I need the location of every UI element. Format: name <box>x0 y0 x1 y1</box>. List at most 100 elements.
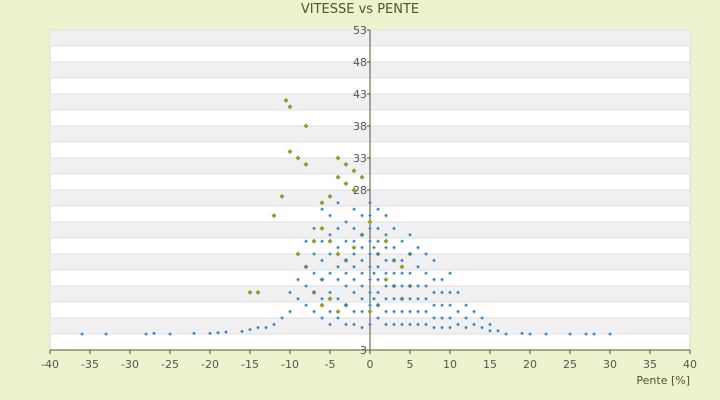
data-point-primary <box>608 332 612 336</box>
data-point-primary <box>304 303 308 307</box>
data-point-primary <box>360 297 364 301</box>
data-point-primary <box>520 331 524 336</box>
data-point-primary <box>304 284 308 288</box>
x-tick-label: 0 <box>367 358 374 371</box>
data-point-primary <box>440 277 444 282</box>
data-point-primary <box>432 258 436 263</box>
data-point-primary <box>392 226 396 231</box>
data-point-primary <box>224 330 228 334</box>
data-point-primary <box>472 322 476 327</box>
data-point-primary <box>352 290 356 295</box>
data-point-primary <box>424 284 428 288</box>
data-point-primary <box>504 332 508 336</box>
data-point-primary <box>408 271 412 275</box>
data-point-primary <box>440 325 444 330</box>
data-point-primary <box>392 297 396 301</box>
data-point-primary <box>400 322 404 327</box>
data-point-primary <box>336 201 340 205</box>
data-point-primary <box>376 303 380 307</box>
data-point-primary <box>424 252 428 256</box>
data-point-secondary <box>271 213 277 219</box>
data-point-primary <box>352 207 356 211</box>
data-point-primary <box>376 316 380 320</box>
data-point-primary <box>344 284 348 288</box>
data-point-secondary <box>319 225 325 231</box>
data-point-primary <box>376 252 380 256</box>
data-point-primary <box>288 309 292 314</box>
data-point-primary <box>336 265 340 269</box>
data-point-primary <box>456 309 460 314</box>
data-point-primary <box>408 284 412 288</box>
data-point-secondary <box>335 251 341 257</box>
data-point-primary <box>488 329 492 333</box>
data-point-secondary <box>335 174 341 180</box>
data-point-primary <box>384 271 388 275</box>
data-point-secondary <box>335 309 341 315</box>
data-point-primary <box>448 271 452 275</box>
data-point-secondary <box>351 187 357 193</box>
data-point-primary <box>320 239 324 243</box>
data-point-secondary <box>367 219 373 225</box>
data-point-primary <box>328 233 332 237</box>
data-point-primary <box>400 271 404 275</box>
data-point-primary <box>376 226 380 231</box>
data-point-secondary <box>255 289 261 295</box>
data-point-primary <box>416 309 420 314</box>
data-point-primary <box>336 297 340 301</box>
data-point-primary <box>80 332 84 336</box>
data-point-primary <box>440 316 444 320</box>
data-point-secondary <box>303 123 309 129</box>
data-point-primary <box>432 303 436 307</box>
data-point-primary <box>424 322 428 327</box>
data-point-primary <box>432 290 436 295</box>
data-point-secondary <box>327 296 333 302</box>
data-point-primary <box>392 271 396 275</box>
chart-title: VITESSE vs PENTE <box>300 2 420 17</box>
data-point-primary <box>344 303 348 307</box>
x-tick-label: -30 <box>121 358 139 371</box>
data-point-primary <box>448 303 452 307</box>
data-point-primary <box>376 265 380 269</box>
data-point-primary <box>320 277 324 282</box>
data-point-secondary <box>247 289 253 295</box>
data-point-primary <box>296 297 300 301</box>
y-tick-label: 33 <box>353 152 367 165</box>
x-tick-label: -15 <box>241 358 259 371</box>
data-point-secondary <box>399 264 405 270</box>
data-point-primary <box>344 239 348 243</box>
data-point-primary <box>368 226 372 231</box>
data-point-primary <box>368 213 372 218</box>
data-point-secondary <box>295 251 301 257</box>
y-tick-label: 28 <box>353 184 367 197</box>
data-point-primary <box>384 258 388 263</box>
data-point-primary <box>328 290 332 295</box>
x-tick-label: -20 <box>201 358 219 371</box>
data-point-primary <box>320 316 324 320</box>
data-point-primary <box>408 309 412 314</box>
x-tick-label: 10 <box>443 358 457 371</box>
data-point-primary <box>392 322 396 327</box>
x-tick-label: -40 <box>41 358 59 371</box>
data-point-secondary <box>359 174 365 180</box>
data-point-secondary <box>287 149 293 155</box>
data-point-secondary <box>367 309 373 315</box>
data-point-primary <box>208 331 212 336</box>
data-point-primary <box>408 252 412 256</box>
data-point-primary <box>480 325 484 330</box>
data-point-primary <box>336 226 340 231</box>
data-point-primary <box>328 309 332 314</box>
data-point-primary <box>256 325 260 330</box>
data-point-primary <box>480 316 484 320</box>
data-point-primary <box>400 309 404 314</box>
data-point-primary <box>240 329 244 334</box>
data-point-primary <box>472 309 476 314</box>
x-tick-label: -10 <box>281 358 299 371</box>
data-point-secondary <box>295 155 301 161</box>
data-point-secondary <box>351 168 357 174</box>
x-axis-label: Pente [%] <box>636 374 690 387</box>
data-point-primary <box>592 332 596 336</box>
x-tick-label: 20 <box>523 358 537 371</box>
data-point-secondary <box>287 104 293 110</box>
data-point-primary <box>384 213 388 218</box>
data-point-primary <box>328 322 332 327</box>
